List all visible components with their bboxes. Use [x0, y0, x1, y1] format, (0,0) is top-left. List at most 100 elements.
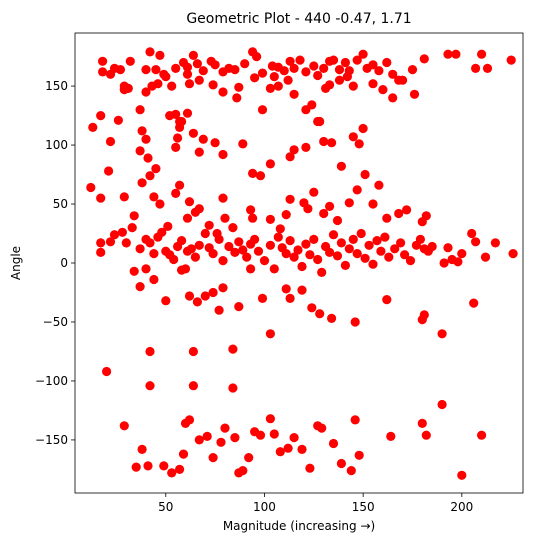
data-point — [408, 65, 417, 74]
data-point — [179, 450, 188, 459]
data-point — [228, 383, 237, 392]
data-point — [394, 76, 403, 85]
data-point — [410, 90, 419, 99]
data-point — [428, 242, 437, 251]
data-point — [337, 459, 346, 468]
data-point — [199, 135, 208, 144]
data-point — [368, 199, 377, 208]
data-point — [382, 214, 391, 223]
data-point — [313, 71, 322, 80]
data-point — [234, 83, 243, 92]
data-point — [416, 235, 425, 244]
data-point — [270, 264, 279, 273]
data-point — [96, 238, 105, 247]
data-point — [195, 204, 204, 213]
data-point — [349, 82, 358, 91]
data-point — [469, 299, 478, 308]
data-point — [440, 258, 449, 267]
data-point — [266, 414, 275, 423]
data-point — [218, 150, 227, 159]
data-point — [167, 468, 176, 477]
data-point — [319, 209, 328, 218]
data-point — [215, 235, 224, 244]
data-point — [382, 295, 391, 304]
data-point — [143, 153, 152, 162]
data-point — [138, 445, 147, 454]
data-point — [319, 64, 328, 73]
data-point — [270, 429, 279, 438]
data-point — [286, 294, 295, 303]
data-point — [120, 421, 129, 430]
data-point — [481, 253, 490, 262]
data-point — [218, 194, 227, 203]
data-point — [266, 241, 275, 250]
data-point — [169, 255, 178, 264]
data-point — [189, 51, 198, 60]
data-point — [106, 137, 115, 146]
data-point — [141, 65, 150, 74]
data-point — [218, 87, 227, 96]
data-point — [244, 453, 253, 462]
data-point — [282, 284, 291, 293]
data-point — [145, 238, 154, 247]
data-point — [355, 451, 364, 460]
x-tick-label: 200 — [450, 500, 473, 514]
data-point — [361, 254, 370, 263]
data-point — [394, 209, 403, 218]
data-point — [335, 65, 344, 74]
data-point — [422, 431, 431, 440]
data-point — [86, 183, 95, 192]
data-point — [280, 66, 289, 75]
data-point — [143, 461, 152, 470]
data-point — [266, 329, 275, 338]
data-point — [325, 80, 334, 89]
data-point — [209, 288, 218, 297]
data-point — [325, 202, 334, 211]
data-point — [293, 245, 302, 254]
y-tick-label: −150 — [35, 433, 68, 447]
data-point — [185, 415, 194, 424]
data-point — [260, 256, 269, 265]
data-point — [297, 286, 306, 295]
data-point — [102, 367, 111, 376]
data-point — [114, 116, 123, 125]
data-point — [145, 381, 154, 390]
data-point — [195, 241, 204, 250]
data-point — [307, 303, 316, 312]
data-point — [396, 238, 405, 247]
data-point — [250, 73, 259, 82]
data-point — [165, 111, 174, 120]
data-point — [149, 192, 158, 201]
data-point — [211, 60, 220, 69]
data-point — [286, 236, 295, 245]
data-point — [230, 65, 239, 74]
data-point — [177, 236, 186, 245]
x-tick-label: 50 — [158, 500, 173, 514]
data-point — [422, 211, 431, 220]
data-point — [337, 162, 346, 171]
data-point — [228, 345, 237, 354]
data-point — [284, 76, 293, 85]
data-point — [333, 251, 342, 260]
data-point — [171, 64, 180, 73]
data-point — [384, 253, 393, 262]
data-point — [374, 181, 383, 190]
data-point — [195, 435, 204, 444]
data-point — [378, 85, 387, 94]
data-point — [136, 146, 145, 155]
data-point — [341, 261, 350, 270]
data-point — [309, 61, 318, 70]
data-point — [185, 291, 194, 300]
data-point — [130, 211, 139, 220]
data-point — [138, 178, 147, 187]
data-point — [256, 431, 265, 440]
data-point — [209, 453, 218, 462]
data-point — [195, 76, 204, 85]
data-point — [345, 198, 354, 207]
data-point — [136, 244, 145, 253]
data-point — [191, 253, 200, 262]
data-point — [329, 230, 338, 239]
data-point — [240, 59, 249, 68]
data-point — [228, 223, 237, 232]
